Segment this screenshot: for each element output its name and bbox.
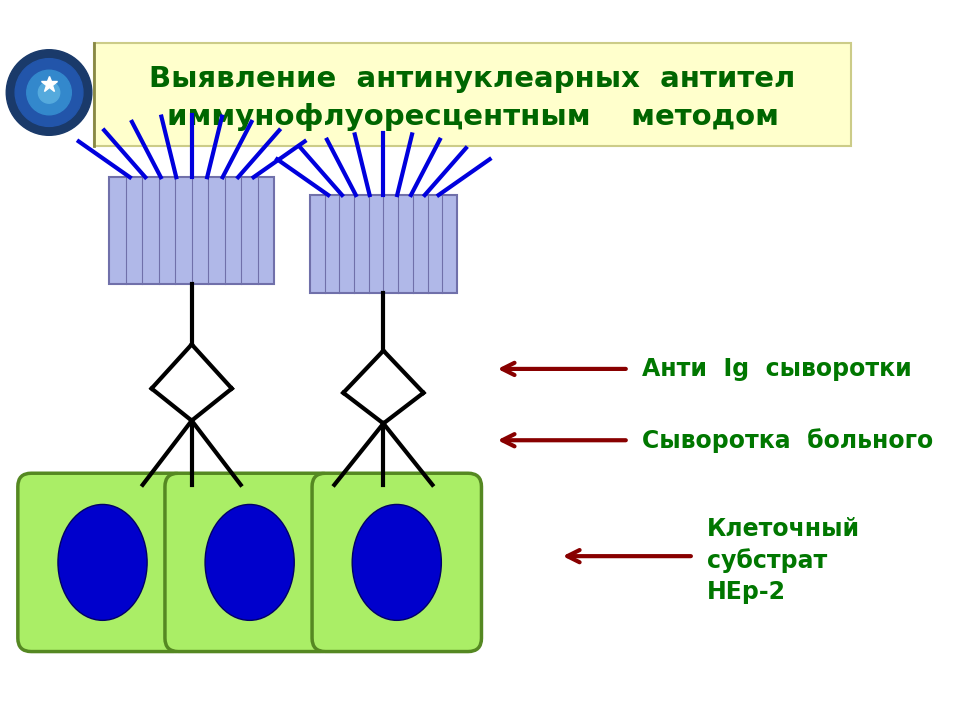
Ellipse shape [58, 505, 147, 621]
Text: Выявление  антинуклеарных  антител: Выявление антинуклеарных антител [150, 65, 796, 93]
Text: иммунофлуоресцентным    методом: иммунофлуоресцентным методом [166, 104, 779, 132]
Circle shape [7, 50, 92, 135]
Ellipse shape [205, 505, 294, 621]
FancyBboxPatch shape [165, 473, 334, 652]
Circle shape [27, 71, 71, 114]
Text: субстрат: субстрат [708, 548, 828, 573]
FancyBboxPatch shape [109, 177, 275, 284]
Circle shape [15, 58, 83, 127]
FancyBboxPatch shape [312, 473, 482, 652]
FancyBboxPatch shape [310, 195, 457, 293]
Text: Анти  Ig  сыворотки: Анти Ig сыворотки [642, 357, 912, 381]
FancyBboxPatch shape [18, 473, 187, 652]
Text: Сыворотка  больного: Сыворотка больного [642, 428, 933, 453]
Text: Клеточный: Клеточный [708, 518, 860, 541]
Circle shape [38, 82, 60, 103]
FancyBboxPatch shape [94, 43, 852, 146]
Text: НЕр-2: НЕр-2 [708, 580, 786, 604]
Ellipse shape [352, 505, 442, 621]
